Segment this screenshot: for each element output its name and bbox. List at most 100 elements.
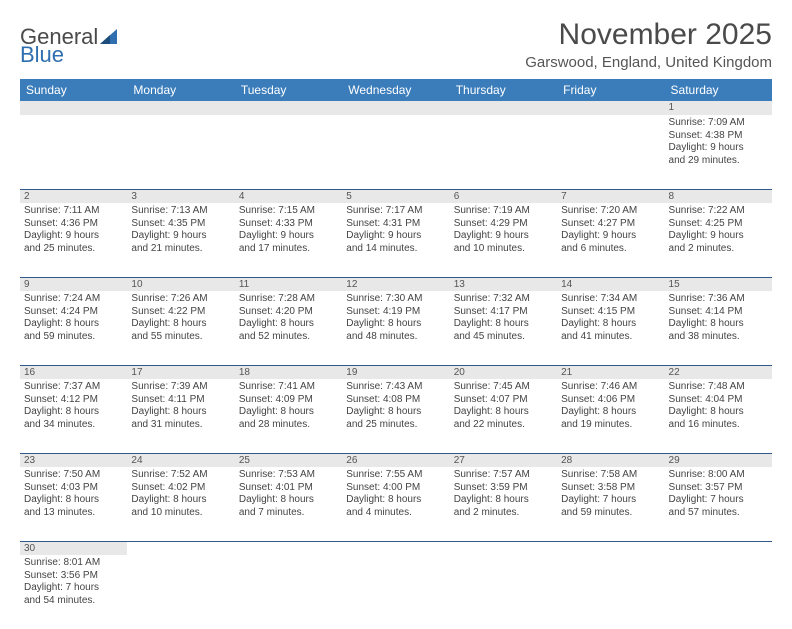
day-line: Daylight: 8 hours [669,318,768,331]
day-cell: Sunrise: 7:39 AMSunset: 4:11 PMDaylight:… [127,379,234,453]
day-cell [342,555,449,629]
day-line: Sunset: 4:17 PM [454,306,553,319]
day-line: Sunrise: 7:46 AM [561,381,660,394]
day-number [557,101,664,115]
day-line: Daylight: 8 hours [346,494,445,507]
day-cell: Sunrise: 7:34 AMSunset: 4:15 PMDaylight:… [557,291,664,365]
day-line: Daylight: 8 hours [131,318,230,331]
day-line: Daylight: 9 hours [131,230,230,243]
day-header: Wednesday [342,79,449,101]
day-line: Sunset: 4:27 PM [561,218,660,231]
day-line: Sunset: 4:14 PM [669,306,768,319]
day-number: 25 [235,453,342,467]
day-line: Sunset: 4:00 PM [346,482,445,495]
day-line: Sunrise: 7:48 AM [669,381,768,394]
day-line: and 55 minutes. [131,331,230,344]
day-line: Sunrise: 7:45 AM [454,381,553,394]
day-header: Monday [127,79,234,101]
day-cell [557,115,664,189]
day-line: Daylight: 9 hours [669,230,768,243]
daynum-row: 1 [20,101,772,115]
day-line: and 25 minutes. [24,243,123,256]
day-line: Daylight: 8 hours [239,406,338,419]
day-line: and 29 minutes. [669,155,768,168]
day-cell [342,115,449,189]
day-line: Sunrise: 7:50 AM [24,469,123,482]
day-line: and 2 minutes. [669,243,768,256]
day-number [235,101,342,115]
day-line: and 38 minutes. [669,331,768,344]
day-number: 13 [450,277,557,291]
day-number [235,541,342,555]
day-number: 3 [127,189,234,203]
day-line: Daylight: 7 hours [669,494,768,507]
day-line: Sunrise: 8:00 AM [669,469,768,482]
day-line: Sunrise: 7:34 AM [561,293,660,306]
day-number [342,101,449,115]
day-line: and 48 minutes. [346,331,445,344]
day-header-row: SundayMondayTuesdayWednesdayThursdayFrid… [20,79,772,101]
day-number [665,541,772,555]
day-line: Sunrise: 7:19 AM [454,205,553,218]
day-line: Sunrise: 7:39 AM [131,381,230,394]
day-cell: Sunrise: 8:00 AMSunset: 3:57 PMDaylight:… [665,467,772,541]
day-line: Sunrise: 8:01 AM [24,557,123,570]
day-number: 22 [665,365,772,379]
day-line: Daylight: 9 hours [454,230,553,243]
day-line: Daylight: 8 hours [24,494,123,507]
daynum-row: 16171819202122 [20,365,772,379]
day-number: 26 [342,453,449,467]
day-line: Sunrise: 7:36 AM [669,293,768,306]
day-line: Sunrise: 7:53 AM [239,469,338,482]
day-number [127,101,234,115]
day-line: Sunrise: 7:13 AM [131,205,230,218]
day-line: Sunset: 4:07 PM [454,394,553,407]
day-line: Daylight: 8 hours [24,318,123,331]
day-number: 27 [450,453,557,467]
day-cell: Sunrise: 7:22 AMSunset: 4:25 PMDaylight:… [665,203,772,277]
day-line: Sunset: 4:31 PM [346,218,445,231]
day-number [127,541,234,555]
day-line: Daylight: 8 hours [24,406,123,419]
day-cell [235,555,342,629]
day-number: 6 [450,189,557,203]
day-line: Sunrise: 7:41 AM [239,381,338,394]
day-header: Tuesday [235,79,342,101]
day-line: Sunrise: 7:22 AM [669,205,768,218]
day-line: and 34 minutes. [24,419,123,432]
day-cell: Sunrise: 7:28 AMSunset: 4:20 PMDaylight:… [235,291,342,365]
day-cell [20,115,127,189]
day-line: Daylight: 8 hours [239,318,338,331]
day-line: Sunset: 4:02 PM [131,482,230,495]
day-line: Sunrise: 7:55 AM [346,469,445,482]
day-line: and 10 minutes. [454,243,553,256]
day-cell [450,555,557,629]
day-cell: Sunrise: 8:01 AMSunset: 3:56 PMDaylight:… [20,555,127,629]
day-line: and 41 minutes. [561,331,660,344]
day-number: 29 [665,453,772,467]
day-line: and 21 minutes. [131,243,230,256]
day-line: Sunrise: 7:30 AM [346,293,445,306]
day-number [342,541,449,555]
day-line: and 54 minutes. [24,595,123,608]
day-line: Sunrise: 7:20 AM [561,205,660,218]
day-line: Daylight: 7 hours [24,582,123,595]
week-row: Sunrise: 7:37 AMSunset: 4:12 PMDaylight:… [20,379,772,453]
day-line: Sunrise: 7:09 AM [669,117,768,130]
logo-sail-icon [100,29,122,45]
day-number [557,541,664,555]
day-cell: Sunrise: 7:45 AMSunset: 4:07 PMDaylight:… [450,379,557,453]
day-number: 23 [20,453,127,467]
day-line: Daylight: 8 hours [454,318,553,331]
day-number [20,101,127,115]
day-line: and 28 minutes. [239,419,338,432]
day-number: 15 [665,277,772,291]
day-line: and 10 minutes. [131,507,230,520]
daynum-row: 30 [20,541,772,555]
day-line: Sunset: 4:22 PM [131,306,230,319]
day-line: Daylight: 8 hours [669,406,768,419]
day-cell: Sunrise: 7:09 AMSunset: 4:38 PMDaylight:… [665,115,772,189]
day-line: Sunrise: 7:52 AM [131,469,230,482]
day-number: 16 [20,365,127,379]
day-cell: Sunrise: 7:36 AMSunset: 4:14 PMDaylight:… [665,291,772,365]
